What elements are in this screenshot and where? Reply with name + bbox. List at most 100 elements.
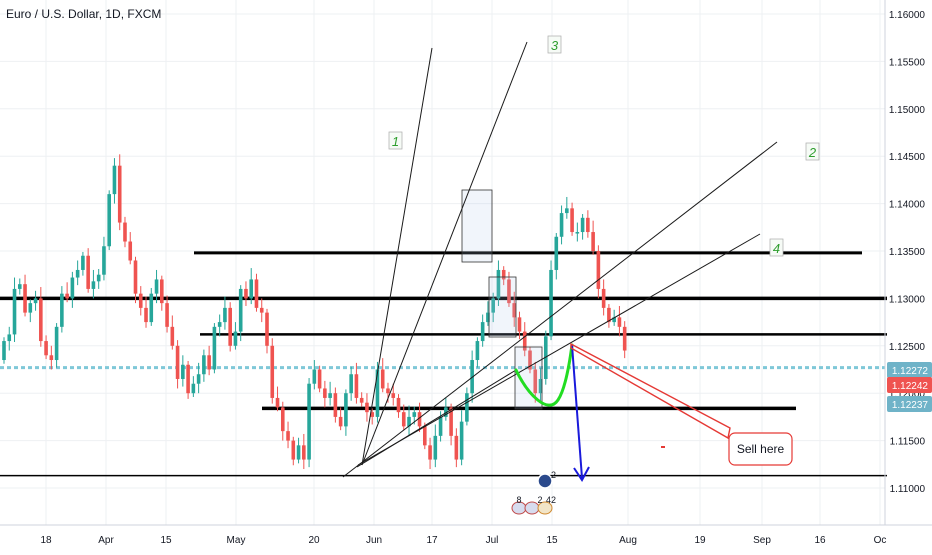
x-tick-label: Jun <box>366 535 382 546</box>
candle-body <box>528 350 532 370</box>
trendline-label-4[interactable]: 4 <box>769 238 784 257</box>
candle-body <box>512 303 517 318</box>
trendline[interactable] <box>356 369 517 468</box>
svg-text:3: 3 <box>551 38 559 53</box>
candle-body <box>570 208 574 233</box>
price-label <box>887 377 932 393</box>
forecast-arrow[interactable] <box>571 344 583 479</box>
candle-body <box>328 393 332 398</box>
event-badges[interactable]: 2 8 2 42 <box>511 470 556 515</box>
candle-body <box>517 317 522 332</box>
trendline-label-3[interactable]: 3 <box>547 35 562 54</box>
candle-body <box>601 288 606 308</box>
small-red-mark <box>661 446 665 448</box>
candle-body <box>144 307 148 323</box>
trendline[interactable] <box>361 47 433 466</box>
candle-body <box>244 288 248 299</box>
candle-body <box>370 412 374 417</box>
y-tick-label: 1.15500 <box>889 57 926 68</box>
candle-body <box>170 326 175 346</box>
sell-here-callout[interactable]: Sell here <box>728 432 793 466</box>
candle-body <box>359 397 364 403</box>
candle-body <box>407 416 411 427</box>
x-tick-label: Sep <box>753 535 771 546</box>
candle-body <box>275 397 280 408</box>
candle-body <box>559 213 564 237</box>
price-label-text: 1.12237 <box>892 400 929 411</box>
candle-body <box>60 293 64 327</box>
candle-body <box>102 246 106 275</box>
y-tick-label: 1.13500 <box>889 247 926 258</box>
y-tick-label: 1.12000 <box>889 389 926 400</box>
x-tick-label: 19 <box>694 535 706 546</box>
trendline[interactable] <box>357 233 761 466</box>
trendline[interactable] <box>342 141 778 478</box>
candle-body <box>386 388 390 394</box>
x-tick-label: Oc <box>874 535 887 546</box>
y-tick-label: 1.12500 <box>889 342 926 353</box>
candle-body <box>391 393 396 398</box>
candle-body <box>591 232 595 251</box>
trendline-label-1[interactable]: 1 <box>388 131 403 150</box>
candle-body <box>580 217 585 233</box>
candle-body <box>444 407 448 417</box>
price-label-text: 1.12242 <box>892 381 929 392</box>
candle-body <box>49 355 54 361</box>
y-tick-label: 1.14500 <box>889 152 926 163</box>
candle-body <box>428 445 432 460</box>
candle-body <box>586 217 590 233</box>
highlight-box[interactable] <box>488 276 517 338</box>
candle-body <box>65 293 69 299</box>
candle-body <box>107 194 111 247</box>
x-tick-label: 15 <box>546 535 558 546</box>
sell-arrow[interactable] <box>570 342 731 440</box>
candle-body <box>459 421 464 460</box>
candle-body <box>349 374 353 394</box>
candle-body <box>265 312 269 346</box>
candle-body <box>181 364 185 379</box>
candle-body <box>380 369 385 389</box>
candle-body <box>596 251 601 289</box>
x-tick-label: 17 <box>426 535 438 546</box>
candle-body <box>323 388 327 398</box>
price-label-text: 1.12272 <box>892 366 929 377</box>
candle-body <box>333 393 338 417</box>
candle-body <box>307 383 311 460</box>
y-tick-label: 1.15000 <box>889 105 926 116</box>
candle-body <box>2 341 6 361</box>
candle-body <box>254 279 259 308</box>
candle-body <box>259 307 264 313</box>
svg-text:2: 2 <box>808 145 817 160</box>
candle-body <box>612 317 616 323</box>
candle-body <box>228 307 232 346</box>
candle-body <box>401 412 406 427</box>
candle-body <box>186 364 190 394</box>
candle-body <box>138 293 143 308</box>
candle-body <box>486 312 490 323</box>
candle-body <box>575 232 580 234</box>
economic-event-icon[interactable] <box>537 473 553 489</box>
candle-body <box>17 284 22 289</box>
highlight-box[interactable] <box>461 189 493 263</box>
candle-body <box>433 435 438 460</box>
candle-body <box>622 326 627 351</box>
candle-body <box>302 445 306 460</box>
candle-body <box>317 369 322 389</box>
trendline-label-2[interactable]: 2 <box>805 142 820 161</box>
candle-body <box>365 402 369 413</box>
candle-body <box>423 426 427 446</box>
x-tick-label: Apr <box>98 535 114 546</box>
candle-body <box>249 279 254 299</box>
candle-body <box>554 236 559 270</box>
trendline[interactable] <box>361 41 528 466</box>
candle-body <box>75 269 80 278</box>
forecast-curve[interactable] <box>514 343 574 407</box>
eu-flag-icon[interactable] <box>537 501 553 515</box>
candle-body <box>12 288 17 335</box>
candle-body <box>207 355 211 370</box>
price-label <box>887 362 932 378</box>
candle-body <box>54 326 59 361</box>
y-tick-label: 1.11500 <box>890 437 926 448</box>
